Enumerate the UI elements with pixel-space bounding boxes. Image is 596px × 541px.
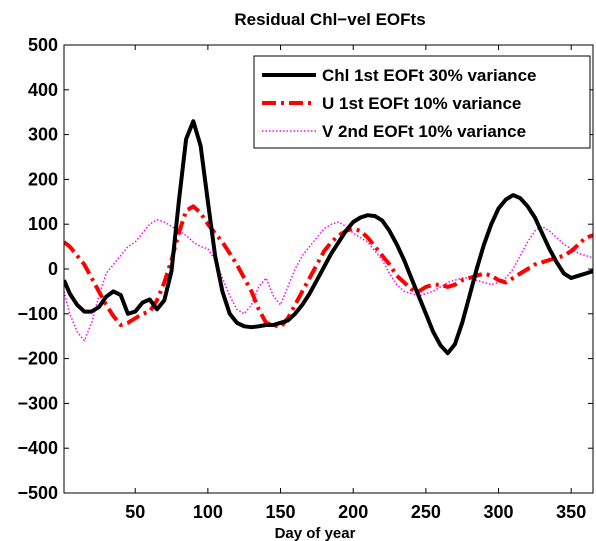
legend: Chl 1st EOFt 30% variance U 1st EOFt 10% … (253, 55, 591, 149)
y-tick-label: 500 (28, 35, 58, 55)
legend-label-3: V 2nd EOFt 10% variance (322, 122, 526, 141)
x-tick-label: 100 (193, 502, 223, 522)
x-tick-label: 250 (411, 502, 441, 522)
x-axis-label: Day of year (275, 525, 356, 541)
chart-title: Residual Chl−vel EOFts (234, 10, 425, 29)
x-tick-label: 50 (125, 502, 145, 522)
legend-box (253, 55, 591, 149)
x-tick-label: 350 (556, 502, 586, 522)
series-layer (64, 119, 593, 356)
legend-label-2: U 1st EOFt 10% variance (322, 94, 521, 113)
y-tick-label: 0 (48, 259, 58, 279)
x-tick-label: 150 (266, 502, 296, 522)
y-tick-label: −500 (17, 483, 58, 503)
legend-label-1: Chl 1st EOFt 30% variance (322, 66, 536, 85)
series-line-3 (64, 218, 593, 342)
series-line-1 (64, 119, 593, 356)
y-tick-label: −300 (17, 393, 58, 413)
x-tick-label: 200 (338, 502, 368, 522)
y-tick-label: 400 (28, 80, 58, 100)
y-tick-label: 300 (28, 125, 58, 145)
y-tick-label: −400 (17, 438, 58, 458)
y-tick-label: −200 (17, 349, 58, 369)
ticks-layer: 50 100 150 200 250 300 350 −500 −400 −300 −200 −100… (17, 35, 593, 522)
y-tick-label: −100 (17, 304, 58, 324)
y-tick-label: 100 (28, 214, 58, 234)
series-line-2 (64, 204, 593, 330)
y-tick-label: 200 (28, 169, 58, 189)
x-tick-label: 300 (484, 502, 514, 522)
